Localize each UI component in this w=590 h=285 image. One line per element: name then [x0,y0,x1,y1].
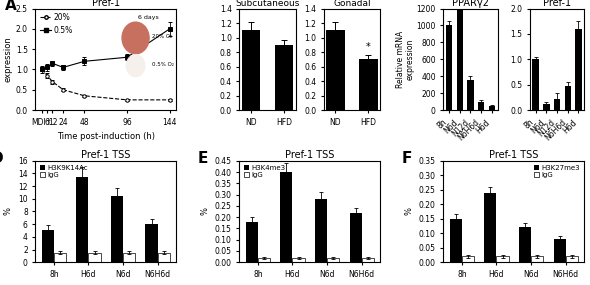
Legend: H3K4me3, IgG: H3K4me3, IgG [243,164,286,179]
Bar [531,256,543,262]
Bar [489,106,495,110]
Bar [362,258,373,262]
Bar [519,227,531,262]
Bar [111,196,123,262]
Bar [553,239,566,262]
Bar [478,101,484,110]
Bar [565,86,571,110]
Bar [446,25,453,110]
Text: A: A [5,0,16,13]
Title: Pref-1 TSS: Pref-1 TSS [285,150,335,160]
Legend: H3K9K14Ac, IgG: H3K9K14Ac, IgG [39,164,88,179]
Bar [242,30,260,110]
Bar [275,45,293,110]
Title: Pref-1 TSS: Pref-1 TSS [81,150,130,160]
Bar [462,256,474,262]
Title: Pref-1: Pref-1 [91,0,120,8]
Legend: H3K27me3, IgG: H3K27me3, IgG [533,164,581,179]
Bar [315,199,327,262]
Bar [76,177,88,262]
Bar [327,258,339,262]
Title: Gonadal: Gonadal [333,0,371,8]
Bar [359,59,378,110]
Title: Subcutaneous: Subcutaneous [235,0,300,8]
Title: PPARγ2: PPARγ2 [452,0,489,8]
Bar [293,258,304,262]
Bar [496,256,509,262]
Bar [246,222,258,262]
Bar [532,59,539,110]
Bar [457,0,463,110]
Y-axis label: %: % [4,207,12,215]
Bar [146,224,158,262]
Bar [280,172,293,262]
Y-axis label: %: % [200,207,209,215]
Bar [258,258,270,262]
Y-axis label: Relative mRNA
expression: Relative mRNA expression [396,31,415,88]
Y-axis label: %: % [404,207,413,215]
Title: Pref-1 TSS: Pref-1 TSS [489,150,539,160]
Bar [484,193,496,262]
Text: F: F [401,150,412,166]
Text: *: * [366,42,371,52]
Bar [123,253,135,262]
Text: D: D [0,150,3,166]
Bar [467,80,474,110]
Bar [54,253,66,262]
Bar [88,253,100,262]
Title: Pref-1: Pref-1 [543,0,571,8]
X-axis label: Time post-induction (h): Time post-induction (h) [57,132,155,141]
Bar [450,219,462,262]
Bar [554,99,560,110]
Legend: 20%, 0.5%: 20%, 0.5% [39,12,74,36]
Bar [543,104,549,110]
Bar [349,213,362,262]
Bar [575,29,582,110]
Bar [566,256,578,262]
Bar [42,231,54,262]
Bar [326,30,345,110]
Text: E: E [197,150,208,166]
Bar [158,253,170,262]
Y-axis label: Relative mRNA
expression: Relative mRNA expression [0,28,13,91]
